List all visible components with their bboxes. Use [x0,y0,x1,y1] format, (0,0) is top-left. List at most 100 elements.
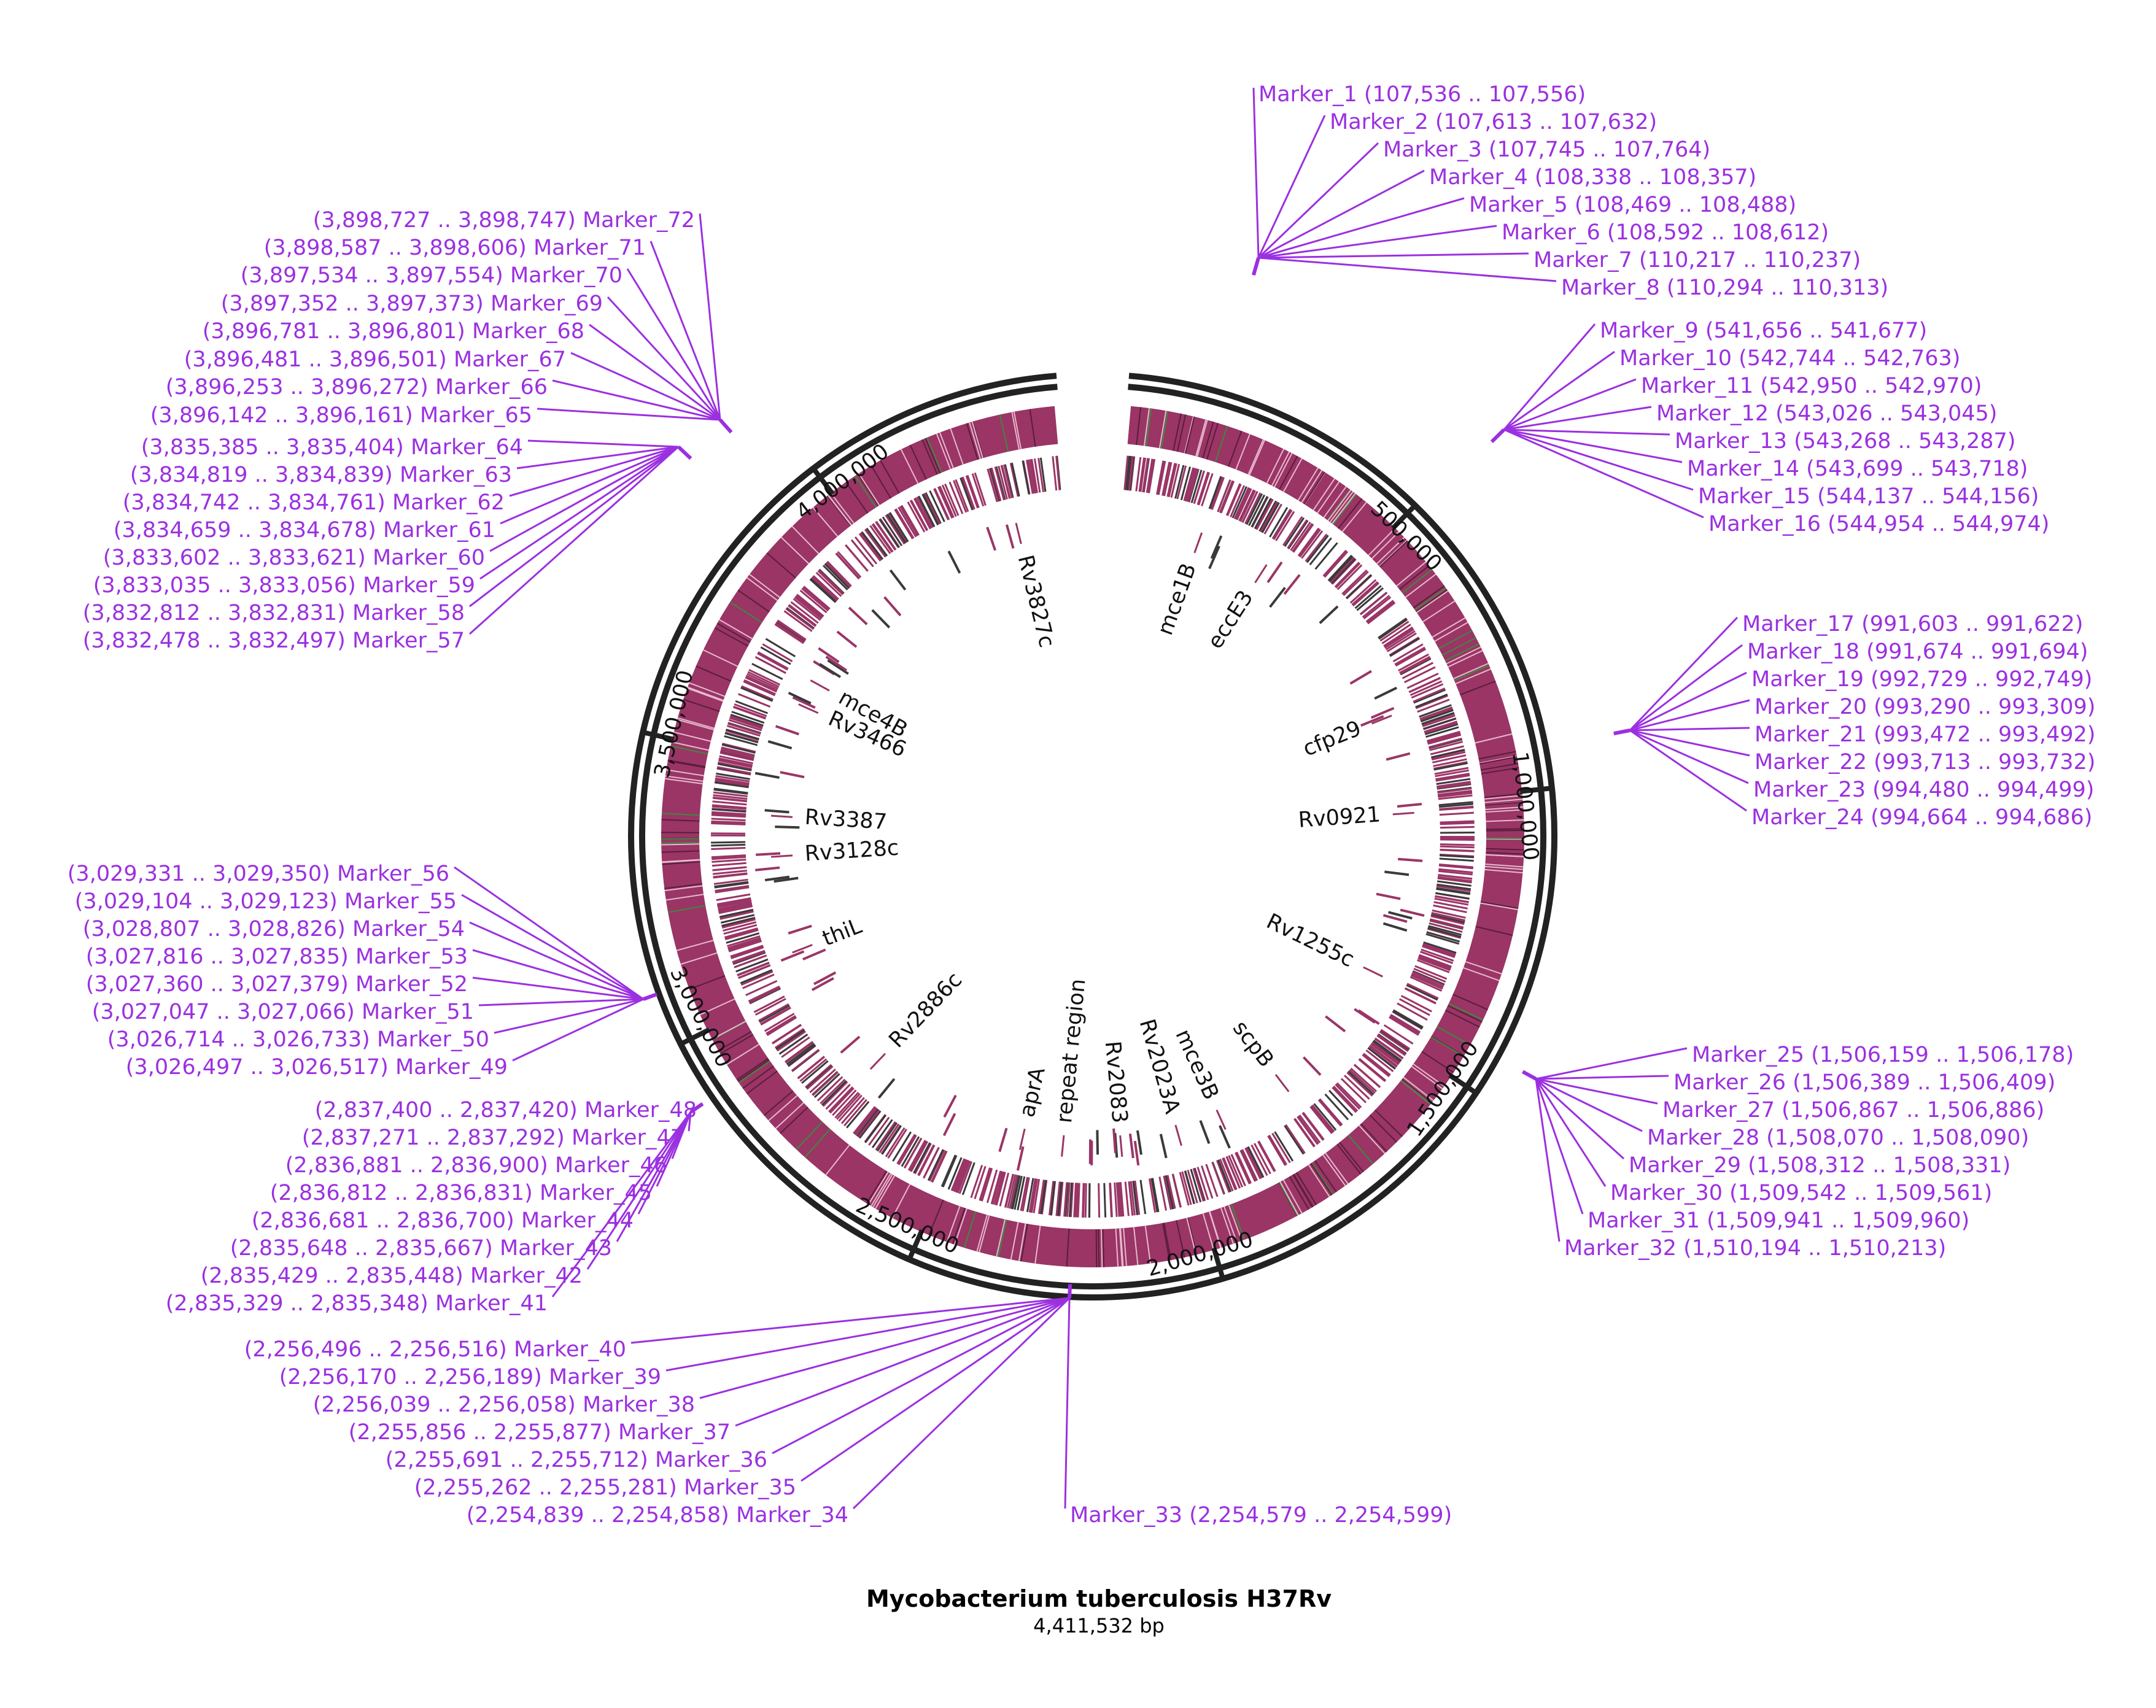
marker-label: (3,028,807 .. 3,028,826) Marker_54 [83,917,465,941]
feature-mark [1263,503,1282,535]
feature-mark [1365,1049,1394,1072]
feature-stripe [1413,1063,1445,1087]
marker-name: Marker_35 [684,1475,796,1500]
feature-mark [925,492,942,524]
feature-mark [1193,470,1205,504]
inner-feature-mark [813,971,837,986]
inner-feature-mark [774,876,799,883]
feature-mark [1422,714,1456,727]
feature-mark [1109,1183,1113,1218]
inner-feature-mark [1133,1140,1140,1166]
feature-mark [1383,1024,1414,1045]
feature-mark [721,918,756,929]
marker-name: Marker_34 [736,1503,848,1528]
gene-tick [1363,966,1383,978]
feature-mark [1251,496,1268,528]
feature-mark [724,732,759,744]
marker-leader-line [1257,142,1379,259]
marker-range: (3,029,104 .. 3,029,123) [75,889,338,914]
marker-name: Marker_11 [1641,374,1753,398]
marker-leader-line [494,998,644,1034]
inner-feature-mark [764,875,790,882]
feature-stripe [1322,1154,1346,1186]
feature-mark [1427,733,1461,744]
inner-feature-mark [1384,870,1410,876]
feature-mark [1077,1183,1080,1218]
feature-mark [774,1028,805,1049]
marker-leader-line [626,268,721,420]
feature-stripe [1011,412,1020,450]
feature-stripe [763,1090,794,1116]
feature-mark [720,914,755,924]
inner-feature-mark [818,647,840,663]
feature-mark [1349,1069,1376,1094]
feature-mark [1230,485,1246,518]
feature-mark [1437,787,1472,794]
feature-mark [928,1150,945,1181]
feature-stripe [696,665,732,682]
feature-mark [1026,1178,1034,1213]
feature-stripe [1282,1180,1303,1214]
feature-mark [729,717,763,730]
feature-stripe [998,1219,1007,1258]
marker-name: Marker_62 [392,490,505,515]
gene-tick [1216,1109,1227,1130]
feature-stripe [921,439,938,475]
marker-label: (3,027,047 .. 3,027,066) Marker_51 [92,1000,474,1024]
feature-mark [939,485,955,518]
feature-mark [718,902,752,910]
feature-mark [1125,455,1131,490]
feature-mark [899,506,918,536]
feature-mark [1372,1040,1402,1063]
marker-leader-line [1629,729,1750,757]
marker-range: (107,613 .. 107,632) [1435,110,1657,134]
feature-stripe [1405,573,1437,598]
feature-stripe [1360,1123,1387,1153]
feature-mark [866,527,888,557]
feature-mark [785,1041,814,1064]
feature-stripe [737,1059,770,1082]
marker-leader-line [665,1297,1070,1372]
feature-mark [1235,487,1251,520]
feature-mark [715,779,750,786]
feature-mark [1027,459,1035,494]
feature-mark [758,1003,789,1022]
feature-mark [1241,491,1258,523]
marker-name: Marker_36 [655,1448,767,1472]
feature-mark [994,466,1005,501]
feature-mark [1073,1183,1077,1218]
feature-stripe [950,428,964,465]
feature-stripe [664,885,703,892]
inner-feature-mark [775,725,799,736]
feature-mark [1287,519,1308,549]
feature-stripe [1162,1223,1171,1261]
feature-mark [901,504,920,536]
feature-stripe [1402,1078,1433,1103]
feature-mark [1434,897,1469,906]
feature-mark [903,1137,923,1169]
marker-leader-line [1503,428,1670,436]
marker-leader-line [512,998,644,1062]
feature-mark [1028,1178,1036,1213]
inner-feature-mark [825,655,847,672]
feature-stripe [1486,848,1524,851]
inner-feature-mark [943,1094,957,1118]
feature-mark [1040,1180,1047,1215]
feature-stripe [1282,458,1303,492]
feature-stripe [719,1034,754,1054]
feature-mark [1142,458,1149,493]
feature-stripe [1480,763,1519,771]
marker-name: Marker_20 [1755,695,1867,719]
feature-mark [1437,783,1472,789]
feature-mark [1115,1182,1120,1217]
feature-mark [1274,1131,1294,1162]
feature-stripe [1145,408,1152,447]
marker-range: (543,699 .. 543,718) [1806,457,2028,481]
feature-mark [791,1049,820,1072]
feature-mark [1413,687,1446,703]
feature-mark [961,476,975,510]
feature-mark [1438,868,1473,874]
feature-mark [713,794,748,800]
marker-leader-line [1258,169,1425,259]
feature-mark [1192,1168,1204,1202]
